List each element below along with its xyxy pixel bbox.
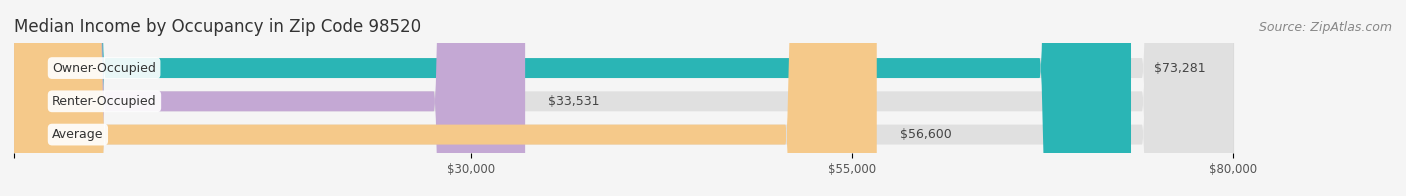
Text: $73,281: $73,281 xyxy=(1154,62,1205,74)
FancyBboxPatch shape xyxy=(14,0,1233,196)
Text: Median Income by Occupancy in Zip Code 98520: Median Income by Occupancy in Zip Code 9… xyxy=(14,18,422,36)
Text: Owner-Occupied: Owner-Occupied xyxy=(52,62,156,74)
Text: Average: Average xyxy=(52,128,104,141)
FancyBboxPatch shape xyxy=(14,0,524,196)
FancyBboxPatch shape xyxy=(14,0,1233,196)
FancyBboxPatch shape xyxy=(14,0,1233,196)
Text: Source: ZipAtlas.com: Source: ZipAtlas.com xyxy=(1258,21,1392,34)
FancyBboxPatch shape xyxy=(14,0,1130,196)
Text: $56,600: $56,600 xyxy=(900,128,952,141)
FancyBboxPatch shape xyxy=(14,0,877,196)
Text: $33,531: $33,531 xyxy=(548,95,599,108)
Text: Renter-Occupied: Renter-Occupied xyxy=(52,95,157,108)
